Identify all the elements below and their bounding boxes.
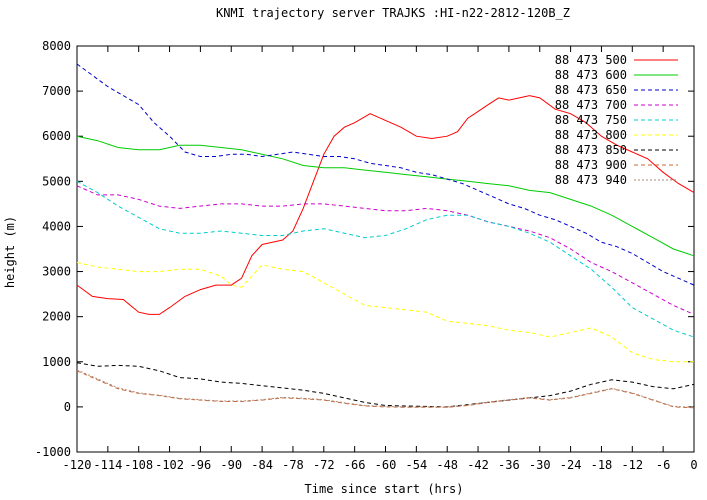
y-tick-label: 2000 xyxy=(42,310,71,324)
x-tick-label: -24 xyxy=(560,458,582,472)
series-line-6 xyxy=(76,262,694,363)
x-tick-label: -6 xyxy=(656,458,670,472)
series-line-8 xyxy=(76,370,695,409)
y-tick-label: 4000 xyxy=(42,219,71,233)
x-tick-label: -54 xyxy=(406,458,428,472)
x-tick-label: -114 xyxy=(93,458,122,472)
x-tick-label: -72 xyxy=(313,458,335,472)
x-tick-label: -42 xyxy=(467,458,489,472)
legend-label: 88 473 500 xyxy=(555,53,627,67)
series-line-2 xyxy=(76,135,695,257)
x-tick-label: -78 xyxy=(282,458,304,472)
x-tick-label: -36 xyxy=(498,458,520,472)
x-tick-label: -48 xyxy=(436,458,458,472)
legend-label: 88 473 700 xyxy=(555,98,627,112)
x-tick-label: -30 xyxy=(529,458,551,472)
y-tick-label: 8000 xyxy=(42,39,71,53)
series-line-3 xyxy=(76,63,695,286)
x-axis-label: Time since start (hrs) xyxy=(305,482,464,496)
x-tick-label: -66 xyxy=(344,458,366,472)
legend-label: 88 473 850 xyxy=(555,143,627,157)
y-tick-label: 7000 xyxy=(42,84,71,98)
series-line-9 xyxy=(76,369,695,408)
series-line-5 xyxy=(76,180,695,338)
x-tick-label: -120 xyxy=(63,458,92,472)
series-line-4 xyxy=(76,185,695,315)
x-tick-label: -12 xyxy=(621,458,643,472)
y-tick-label: 0 xyxy=(64,400,71,414)
series-line-1 xyxy=(76,95,695,315)
x-tick-label: -102 xyxy=(155,458,184,472)
y-axis-ticks: -1000 0 1000 2000 3000 4000 5000 6000 7000 8000 xyxy=(35,39,694,459)
y-tick-label: 6000 xyxy=(42,129,71,143)
legend-label: 88 473 940 xyxy=(555,173,627,187)
series-line-7 xyxy=(76,362,695,408)
x-tick-label: -108 xyxy=(124,458,153,472)
y-tick-label: 1000 xyxy=(42,355,71,369)
series-lines xyxy=(76,63,695,409)
legend-label: 88 473 800 xyxy=(555,128,627,142)
x-tick-label: 0 xyxy=(690,458,697,472)
x-tick-label: -96 xyxy=(190,458,212,472)
legend-label: 88 473 750 xyxy=(555,113,627,127)
x-tick-label: -18 xyxy=(591,458,613,472)
x-tick-label: -60 xyxy=(375,458,397,472)
legend-label: 88 473 650 xyxy=(555,83,627,97)
legend-label: 88 473 600 xyxy=(555,68,627,82)
x-tick-label: -90 xyxy=(220,458,242,472)
y-axis-label: height (m) xyxy=(3,216,17,288)
legend-label: 88 473 900 xyxy=(555,158,627,172)
x-tick-label: -84 xyxy=(251,458,273,472)
y-tick-label: 5000 xyxy=(42,174,71,188)
y-tick-label: -1000 xyxy=(35,445,71,459)
y-tick-label: 3000 xyxy=(42,265,71,279)
chart-title: KNMI trajectory server TRAJKS :HI-n22-28… xyxy=(216,6,570,20)
x-axis-ticks: -120 -114 -108 -102 -96 -90 -84 -78 -72 -66 -60 -54… xyxy=(63,46,698,472)
